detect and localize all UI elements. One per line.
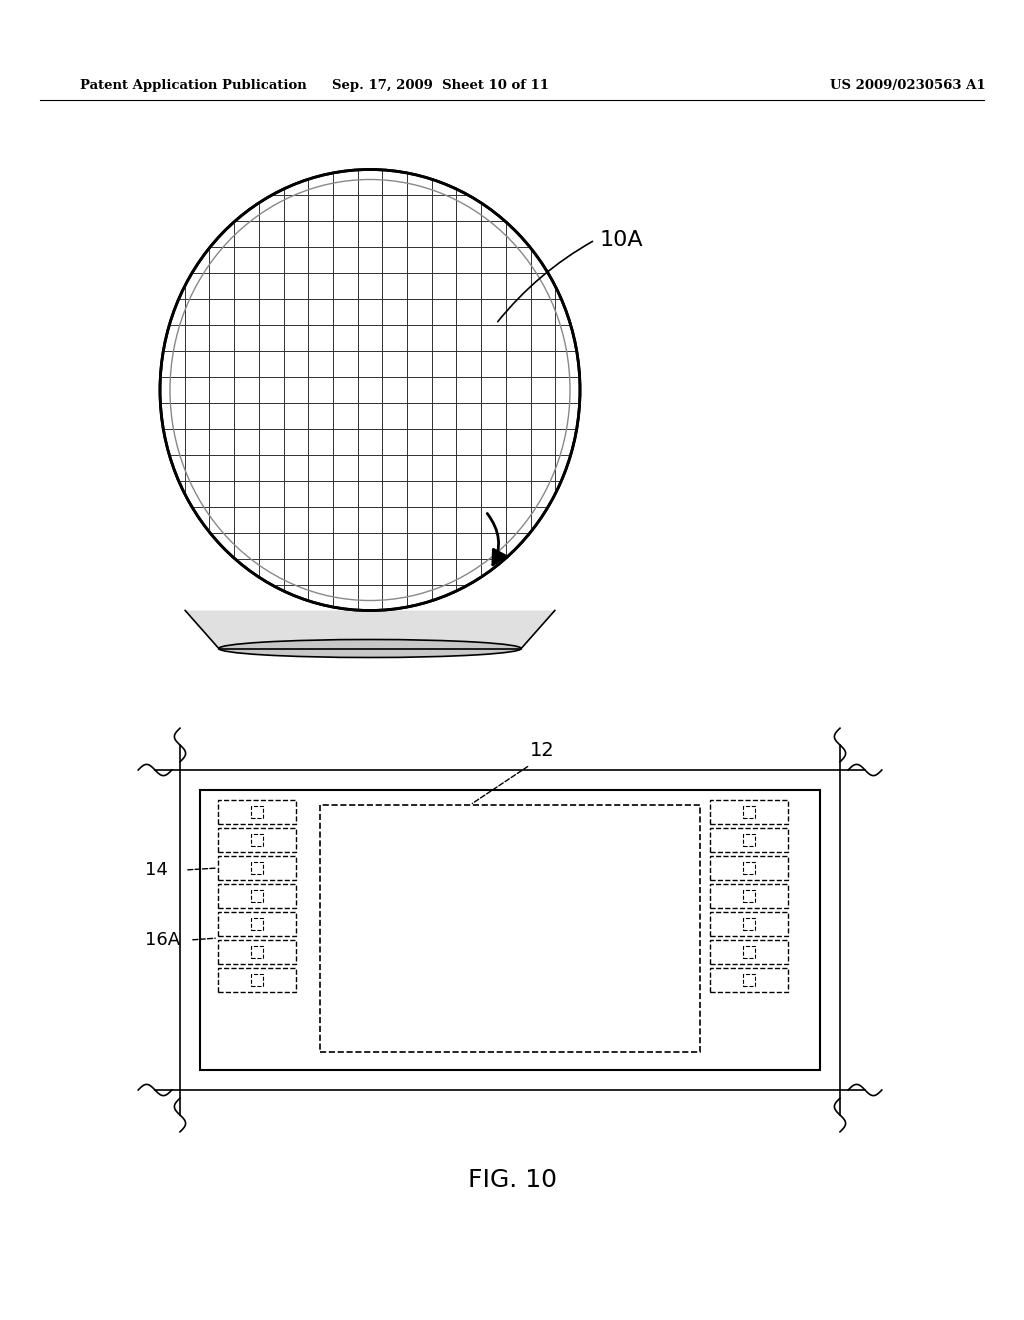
Bar (710, 912, 788, 936)
FancyArrowPatch shape (498, 242, 593, 322)
Ellipse shape (160, 169, 580, 610)
Bar (710, 828, 788, 851)
Text: Patent Application Publication: Patent Application Publication (80, 78, 307, 91)
Bar (251, 974, 263, 986)
Ellipse shape (219, 639, 521, 657)
Bar (218, 800, 296, 824)
Bar (710, 884, 788, 908)
Bar (743, 862, 755, 874)
Text: 16A: 16A (145, 931, 180, 949)
Polygon shape (185, 610, 555, 648)
Bar (251, 917, 263, 931)
Bar (319, 805, 700, 1052)
Bar (710, 968, 788, 993)
Text: 12: 12 (530, 741, 555, 760)
Text: 14: 14 (145, 861, 168, 879)
Bar (743, 890, 755, 902)
Bar (710, 940, 788, 964)
Text: US 2009/0230563 A1: US 2009/0230563 A1 (830, 78, 986, 91)
Bar (218, 968, 296, 993)
Text: 10A: 10A (600, 230, 644, 249)
Bar (218, 828, 296, 851)
Bar (743, 807, 755, 818)
Bar (218, 855, 296, 880)
Bar (251, 946, 263, 958)
FancyArrowPatch shape (487, 513, 506, 565)
Bar (743, 974, 755, 986)
Bar (251, 807, 263, 818)
Bar (251, 834, 263, 846)
Bar (218, 884, 296, 908)
Bar (710, 800, 788, 824)
Bar (743, 917, 755, 931)
Bar (743, 946, 755, 958)
Bar (251, 862, 263, 874)
Text: Sep. 17, 2009  Sheet 10 of 11: Sep. 17, 2009 Sheet 10 of 11 (332, 78, 549, 91)
Bar (743, 834, 755, 846)
Bar (218, 940, 296, 964)
Bar (200, 789, 820, 1071)
Bar (218, 912, 296, 936)
Text: FIG. 10: FIG. 10 (468, 1168, 556, 1192)
Bar (710, 855, 788, 880)
Bar (251, 890, 263, 902)
